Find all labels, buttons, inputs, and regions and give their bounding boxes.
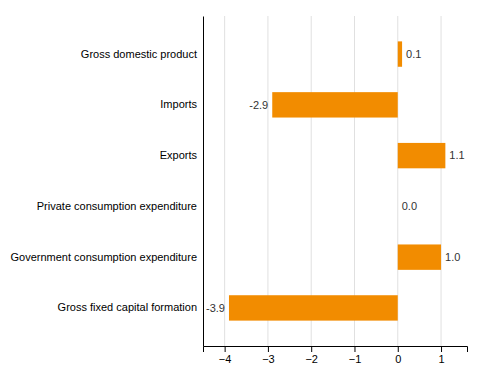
bar	[398, 244, 441, 269]
y-tick: Gross fixed capital formation	[58, 301, 203, 313]
data-label: -2.9	[249, 99, 268, 111]
bar	[398, 143, 446, 168]
x-tick-label: −1	[349, 353, 362, 365]
x-tick-mark	[268, 346, 269, 352]
x-tick: 0	[395, 346, 401, 365]
x-tick: 1	[438, 346, 444, 365]
x-tick: −1	[349, 346, 362, 365]
x-tick-label: 1	[438, 353, 444, 365]
grid	[225, 16, 441, 346]
x-tick-mark	[441, 346, 442, 352]
y-tick-label: Gross fixed capital formation	[58, 301, 197, 313]
bars	[229, 41, 445, 320]
data-labels: -3.9 1.0 0.0 1.1 -2.9 0.1	[206, 48, 465, 314]
bar	[398, 41, 402, 66]
x-axis: −4 −3 −2 −1 0 1	[204, 346, 468, 365]
x-axis-line	[204, 347, 468, 353]
x-tick-mark	[225, 346, 226, 352]
data-label: 1.0	[445, 251, 460, 263]
grid-line	[441, 16, 442, 346]
y-tick: Exports	[160, 149, 203, 161]
bar	[272, 92, 398, 117]
y-axis: Gross domestic product Imports Exports Priv…	[11, 17, 204, 347]
data-label: -3.9	[206, 302, 225, 314]
y-tick: Gross domestic product	[81, 48, 203, 60]
y-tick-label: Gross domestic product	[81, 48, 197, 60]
x-tick-mark	[398, 346, 399, 352]
x-tick-label: −2	[305, 353, 318, 365]
y-tick-label: Government consumption expenditure	[11, 251, 198, 263]
y-tick-label: Exports	[160, 149, 198, 161]
y-tick: Government consumption expenditure	[11, 251, 204, 263]
x-tick-label: −4	[219, 353, 232, 365]
y-tick: Imports	[160, 98, 203, 110]
x-tick: −4	[219, 346, 232, 365]
data-label: 0.0	[402, 200, 417, 212]
data-label: 1.1	[449, 149, 464, 161]
x-tick-label: 0	[395, 353, 401, 365]
x-tick-mark	[354, 346, 355, 352]
x-tick-mark	[311, 346, 312, 352]
y-tick: Private consumption expenditure	[37, 200, 203, 212]
x-tick: −2	[305, 346, 318, 365]
plot: −4 −3 −2 −1 0 1 Gross domestic product Imports E…	[11, 16, 468, 365]
grid-line	[224, 16, 225, 346]
y-tick-label: Imports	[160, 98, 197, 110]
y-tick-label: Private consumption expenditure	[37, 200, 197, 212]
bar	[397, 194, 398, 219]
y-axis-line	[203, 17, 204, 347]
bar	[229, 295, 398, 320]
x-tick: −3	[262, 346, 275, 365]
chart: −4 −3 −2 −1 0 1 Gross domestic product Imports E…	[0, 0, 491, 378]
x-tick-label: −3	[262, 353, 275, 365]
data-label: 0.1	[406, 48, 421, 60]
